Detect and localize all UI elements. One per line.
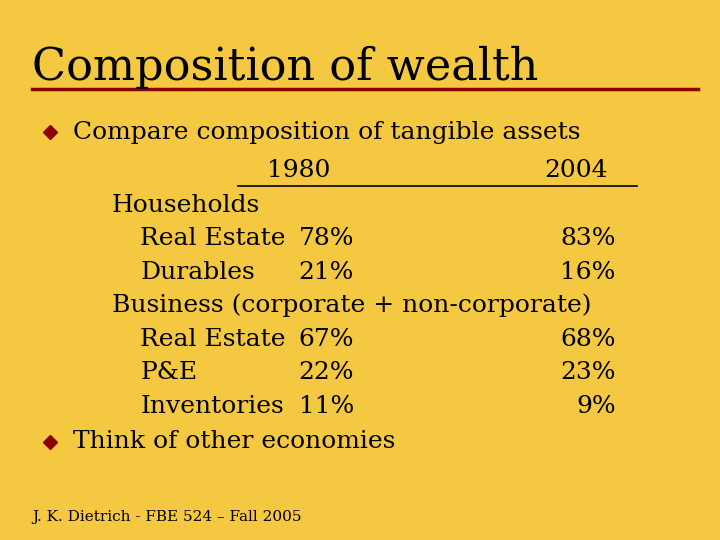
Text: 11%: 11% (299, 395, 354, 417)
Text: Inventories: Inventories (140, 395, 284, 417)
Text: Business (corporate + non-corporate): Business (corporate + non-corporate) (112, 294, 591, 318)
Text: Composition of wealth: Composition of wealth (32, 46, 539, 89)
Text: P&E: P&E (140, 361, 197, 384)
Text: J. K. Dietrich - FBE 524 – Fall 2005: J. K. Dietrich - FBE 524 – Fall 2005 (32, 510, 302, 524)
Text: 83%: 83% (560, 227, 616, 250)
Text: 67%: 67% (299, 328, 354, 350)
Text: Households: Households (112, 194, 260, 217)
Text: 23%: 23% (560, 361, 616, 384)
Text: 78%: 78% (299, 227, 354, 250)
Text: 16%: 16% (560, 261, 616, 284)
Text: 2004: 2004 (544, 159, 608, 181)
Text: 68%: 68% (560, 328, 616, 350)
Text: 22%: 22% (299, 361, 354, 384)
Text: 21%: 21% (299, 261, 354, 284)
Text: Think of other economies: Think of other economies (73, 430, 396, 453)
Text: Real Estate: Real Estate (140, 328, 286, 350)
Text: 1980: 1980 (267, 159, 330, 181)
Text: Durables: Durables (140, 261, 255, 284)
Text: 9%: 9% (576, 395, 616, 417)
Text: Real Estate: Real Estate (140, 227, 286, 250)
Text: Compare composition of tangible assets: Compare composition of tangible assets (73, 121, 581, 144)
